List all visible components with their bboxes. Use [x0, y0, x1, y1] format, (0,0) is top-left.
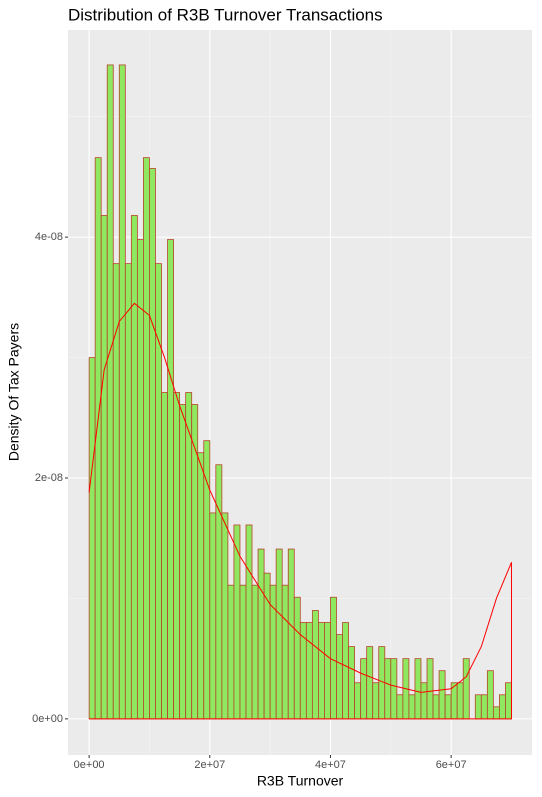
bar	[474, 694, 482, 720]
bar	[462, 658, 470, 720]
bar	[318, 622, 325, 720]
chart-title: Distribution of R3B Turnover Transaction…	[68, 5, 383, 24]
bar	[414, 658, 422, 720]
bar	[149, 168, 156, 720]
bar	[227, 584, 235, 720]
bar	[88, 357, 96, 720]
bar	[499, 694, 506, 720]
bar	[179, 404, 187, 720]
bar	[209, 512, 217, 720]
bar	[384, 658, 392, 720]
bar	[251, 584, 259, 720]
bar	[161, 392, 168, 720]
bar	[239, 584, 247, 720]
bar	[505, 682, 512, 720]
bar	[106, 64, 114, 720]
x-tick-label: 2e+07	[194, 759, 225, 771]
bar	[118, 64, 126, 720]
bar	[136, 239, 144, 720]
bar	[100, 215, 108, 720]
bar	[311, 610, 319, 720]
bar	[293, 596, 301, 720]
bar	[245, 524, 253, 720]
density-curve	[88, 302, 512, 693]
x-tick-label: 0e+00	[74, 759, 105, 771]
bar	[492, 706, 500, 720]
y-tick-label: 4e-08	[35, 231, 63, 243]
bar	[336, 634, 343, 720]
bar	[130, 215, 138, 720]
bar	[324, 622, 331, 720]
x-tick-label: 4e+07	[315, 759, 346, 771]
bar	[124, 263, 132, 720]
bar	[215, 464, 223, 720]
bar	[354, 682, 362, 720]
y-tick-label: 0e+00	[32, 713, 63, 725]
bar	[438, 670, 446, 720]
y-tick-label: 2e-08	[35, 472, 63, 484]
bar	[143, 157, 150, 720]
bar	[167, 239, 174, 720]
x-tick-label: 6e+07	[436, 759, 467, 771]
bar	[372, 682, 380, 720]
bar	[275, 548, 283, 720]
bar	[348, 646, 356, 720]
bar	[390, 658, 398, 720]
bar	[185, 392, 193, 720]
bar	[426, 658, 434, 720]
bar	[221, 512, 229, 720]
bar	[408, 694, 416, 720]
bar	[360, 658, 368, 720]
bar	[480, 694, 488, 720]
bar	[396, 694, 404, 720]
x-axis-title: R3B Turnover	[257, 773, 344, 789]
bar	[444, 694, 452, 720]
bar	[305, 622, 313, 720]
bar	[155, 263, 162, 720]
bar	[486, 670, 494, 720]
bar	[257, 548, 265, 720]
bar	[197, 452, 205, 720]
bar	[191, 404, 199, 720]
bar	[287, 548, 295, 720]
bar	[330, 596, 337, 720]
bar	[456, 682, 464, 720]
bar	[342, 622, 349, 720]
bar	[281, 584, 289, 720]
bar	[420, 682, 428, 720]
bar	[263, 572, 271, 720]
y-axis-title: Density Of Tax Payers	[6, 323, 22, 461]
density-outline	[89, 562, 512, 720]
bar	[173, 392, 181, 720]
bar	[432, 694, 440, 720]
bar	[366, 646, 374, 720]
marks	[88, 64, 512, 720]
